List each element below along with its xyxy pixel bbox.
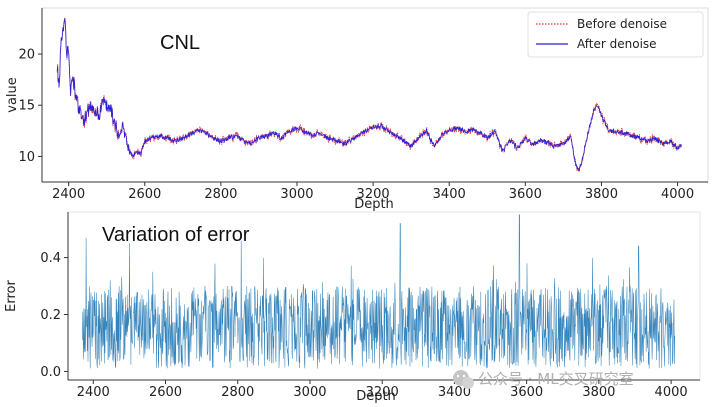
cnl-x-tick-label: 4000: [661, 187, 694, 202]
error-title: Variation of error: [102, 224, 250, 246]
cnl-y-tick-label: 15: [18, 99, 35, 114]
watermark: 公众号 · ML交叉研究室: [453, 370, 634, 389]
watermark-text: 公众号 · ML交叉研究室: [478, 370, 634, 388]
wechat-icon: [453, 370, 474, 389]
cnl-x-tick-label: 2800: [204, 187, 237, 202]
series-line-error: [82, 214, 675, 369]
cnl-panel: 2400 2600 2800 3000 3200 3400 3600 3800 4000 10 1…: [5, 7, 709, 212]
cnl-y-axis-title: value: [5, 77, 20, 113]
cnl-x-axis-title: Depth: [354, 197, 394, 212]
legend-box: [527, 11, 704, 58]
legend-label-after: After denoise: [577, 37, 657, 51]
error-x-tick-label: 3600: [510, 385, 543, 400]
legend-label-before: Before denoise: [577, 17, 667, 31]
error-x-tick-label: 4000: [655, 385, 688, 400]
error-x-tick-label: 2400: [77, 385, 110, 400]
error-y-tick-label: 0.0: [40, 365, 61, 380]
cnl-x-tick-label: 3200: [357, 187, 390, 202]
error-y-axis-title: Error: [4, 280, 19, 312]
error-x-tick-label: 3400: [438, 385, 471, 400]
cnl-x-tick-label: 3400: [433, 187, 466, 202]
error-x-tick-label: 3200: [366, 385, 399, 400]
cnl-x-tick-label: 2400: [52, 187, 85, 202]
error-panel: 2400 2600 2800 3000 3200 3400 3600 3800 4000 0.0…: [4, 211, 701, 404]
cnl-y-tick-label: 10: [18, 150, 35, 165]
error-y-tick-label: 0.4: [40, 251, 61, 266]
error-x-tick-label: 2600: [149, 385, 182, 400]
cnl-x-tick-label: 2600: [128, 187, 161, 202]
error-x-tick-label: 3800: [582, 385, 615, 400]
error-x-axis-title: Depth: [356, 389, 396, 404]
error-x-tick-label: 2800: [221, 385, 254, 400]
error-y-tick-label: 0.2: [40, 308, 61, 323]
cnl-y-tick-label: 20: [18, 48, 35, 63]
series-line-after-denoise: [56, 18, 682, 172]
cnl-x-tick-label: 3600: [509, 187, 542, 202]
error-x-tick-label: 3000: [293, 385, 326, 400]
cnl-legend: Before denoise After denoise: [527, 11, 704, 58]
cnl-title: CNL: [160, 32, 200, 54]
cnl-x-tick-label: 3000: [280, 187, 313, 202]
cnl-x-tick-label: 3800: [585, 187, 618, 202]
